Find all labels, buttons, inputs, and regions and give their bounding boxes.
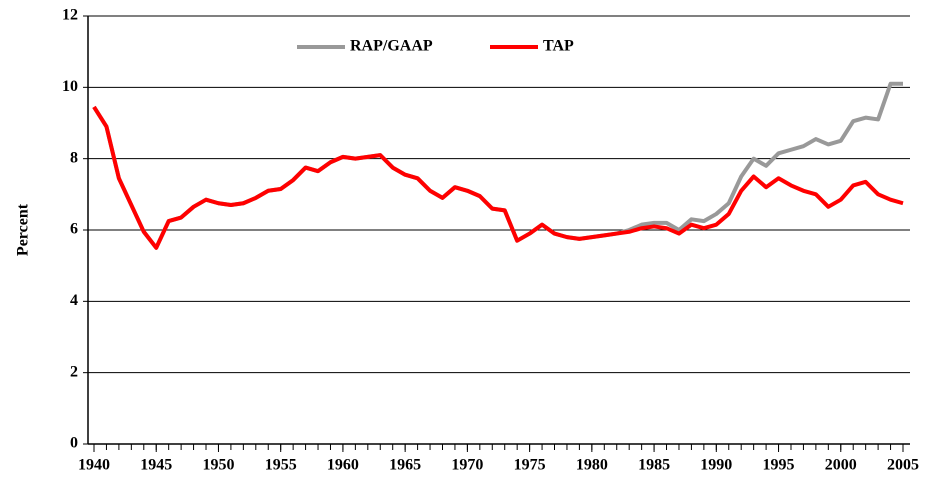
x-tick-label: 1940 <box>78 457 110 474</box>
y-tick-label: 8 <box>70 149 78 166</box>
x-tick-label: 1960 <box>327 457 359 474</box>
x-tick-label: 1970 <box>451 457 483 474</box>
y-tick-label: 6 <box>70 221 78 238</box>
y-axis-label: Percent <box>15 203 32 256</box>
x-tick-label: 1980 <box>576 457 608 474</box>
x-tick-label: 1955 <box>265 457 297 474</box>
x-tick-label: 1990 <box>700 457 732 474</box>
x-tick-label: 2000 <box>825 457 857 474</box>
line-series <box>92 81 903 250</box>
x-tick-label: 1965 <box>389 457 421 474</box>
y-tick-label: 10 <box>62 78 78 95</box>
legend-label: RAP/GAAP <box>350 38 433 55</box>
x-tick-label: 1985 <box>638 457 670 474</box>
y-tick-label: 0 <box>70 435 78 452</box>
x-tick-label: 1975 <box>514 457 546 474</box>
x-tick-label: 1945 <box>140 457 172 474</box>
line-series <box>92 105 904 250</box>
y-tick-label: 2 <box>70 363 78 380</box>
legend-label: TAP <box>543 38 574 55</box>
x-tick-label: 1995 <box>763 457 795 474</box>
x-tick-label: 2005 <box>887 457 919 474</box>
y-tick-label: 4 <box>70 292 78 309</box>
x-tick-label: 1950 <box>202 457 234 474</box>
y-tick-label: 12 <box>62 7 78 24</box>
